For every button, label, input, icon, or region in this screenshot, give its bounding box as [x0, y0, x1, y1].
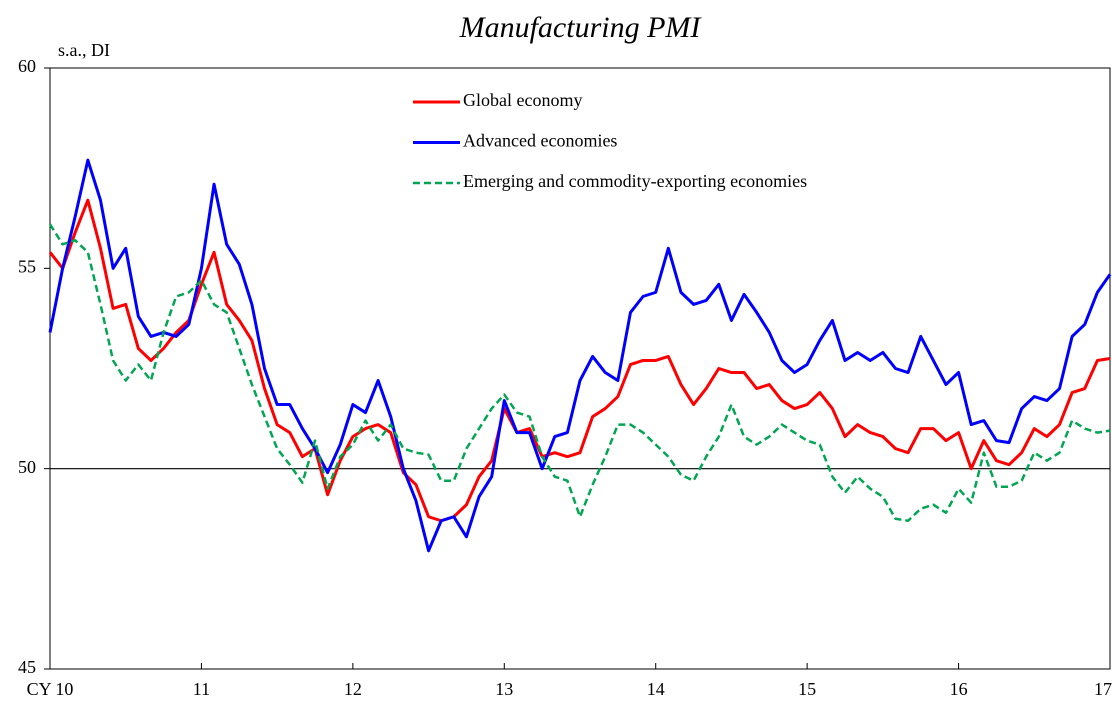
y-tick-label: 60 — [18, 56, 36, 76]
y-tick-label: 55 — [18, 256, 36, 276]
x-tick-label: 15 — [798, 679, 816, 699]
series-line — [48, 223, 1111, 522]
y-tick-label: 50 — [18, 457, 36, 477]
x-tick-label: 11 — [193, 679, 210, 699]
chart-title: Manufacturing PMI — [459, 11, 703, 44]
y-axis-label: s.a., DI — [58, 40, 110, 60]
x-tick-label: 14 — [647, 679, 665, 699]
plot-frame — [49, 67, 1111, 670]
y-tick-label: 45 — [18, 657, 36, 677]
series-line — [48, 158, 1112, 553]
legend-label: Emerging and commodity-exporting economi… — [463, 171, 807, 191]
x-tick-label: 13 — [495, 679, 513, 699]
x-tick-label: 17 — [1094, 679, 1112, 699]
x-tick-label: 12 — [344, 679, 362, 699]
series-line — [48, 198, 1111, 523]
x-tick-label: 16 — [950, 679, 968, 699]
x-tick-label: CY 10 — [27, 679, 74, 699]
legend-label: Advanced economies — [463, 131, 617, 151]
legend-label: Global economy — [463, 90, 582, 110]
